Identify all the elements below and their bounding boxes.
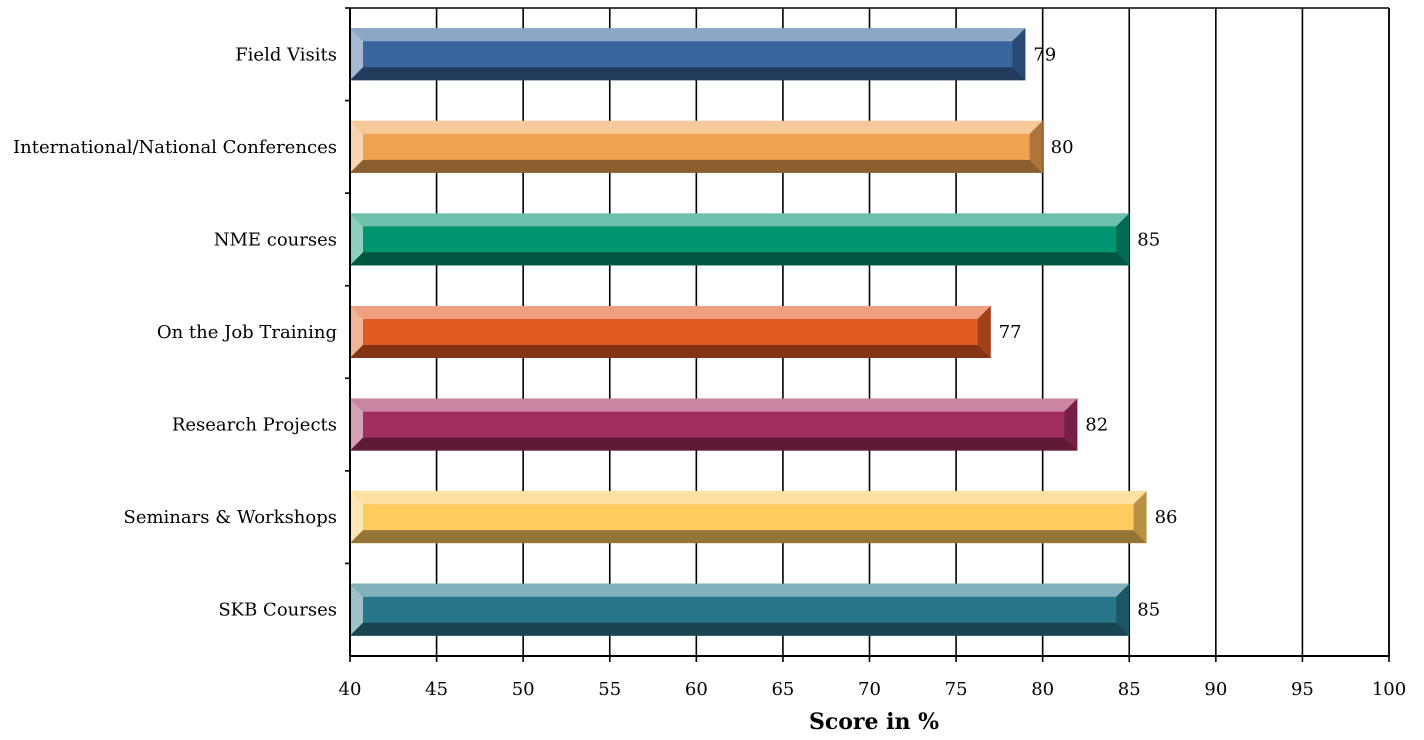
- category-label: On the Job Training: [157, 322, 337, 343]
- bar-international-national-conferences: [350, 120, 1043, 173]
- bar-bevel-bottom: [350, 530, 1147, 544]
- bar-bevel-bottom: [350, 622, 1130, 636]
- x-tick-label: 55: [598, 679, 621, 700]
- bar-bevel-top: [350, 306, 991, 319]
- x-tick-label: 70: [858, 679, 881, 700]
- x-tick-label: 40: [339, 679, 362, 700]
- bar-bevel-left: [350, 120, 363, 173]
- x-tick-label: 90: [1204, 679, 1227, 700]
- x-tick-label: 50: [512, 679, 535, 700]
- x-tick-label: 85: [1118, 679, 1141, 700]
- bar-bevel-top: [350, 213, 1130, 227]
- x-tick-label: 95: [1291, 679, 1314, 700]
- x-tick-label: 100: [1372, 679, 1406, 700]
- bar-bevel-left: [350, 398, 363, 451]
- x-tick-label: 65: [771, 679, 794, 700]
- bar-bevel-right: [977, 306, 991, 358]
- plot-frame: [349, 7, 1390, 657]
- bar-nme-courses: [350, 213, 1130, 266]
- category-label: Research Projects: [172, 415, 337, 436]
- category-label: NME courses: [214, 229, 337, 250]
- bar-bevel-right: [1012, 28, 1026, 81]
- bar-field-visits: [350, 28, 1026, 81]
- x-tick-label: 75: [945, 679, 968, 700]
- x-tick-label: 45: [425, 679, 448, 700]
- x-tick-label: 80: [1031, 679, 1054, 700]
- x-axis-title: Score in %: [809, 709, 939, 735]
- bar-on-the-job-training: [350, 306, 991, 358]
- value-label: 79: [1033, 44, 1056, 65]
- bar-bevel-top: [350, 491, 1147, 505]
- bar-bevel-bottom: [350, 67, 1026, 81]
- bar-research-projects: [350, 398, 1078, 451]
- value-label: 80: [1051, 137, 1074, 158]
- bars: [350, 28, 1147, 636]
- bar-skb-courses: [350, 583, 1130, 636]
- bar-bevel-bottom: [350, 159, 1043, 173]
- bar-bevel-bottom: [350, 437, 1078, 451]
- category-label: Seminars & Workshops: [124, 507, 338, 528]
- bar-bevel-right: [1116, 583, 1130, 636]
- bar-bevel-top: [350, 583, 1130, 597]
- bar-bevel-left: [350, 583, 363, 636]
- bar-bevel-right: [1064, 398, 1078, 451]
- value-label: 85: [1137, 600, 1160, 621]
- value-label: 82: [1085, 415, 1108, 436]
- value-label: 86: [1155, 507, 1178, 528]
- bar-bevel-left: [350, 28, 363, 81]
- bar-bevel-right: [1133, 491, 1147, 544]
- bar-bevel-bottom: [350, 252, 1130, 266]
- value-label: 85: [1137, 229, 1160, 250]
- bar-bevel-top: [350, 120, 1043, 134]
- bar-bevel-left: [350, 491, 363, 544]
- labels: 40 45 50 55 60 65 70 75 80 85 90 95 100 79 Field Visit…: [13, 44, 1406, 700]
- bar-bevel-top: [350, 398, 1078, 412]
- category-label: International/National Conferences: [13, 137, 337, 158]
- bar-seminars-workshops: [350, 491, 1147, 544]
- value-label: 77: [999, 322, 1022, 343]
- bar-bevel-right: [1029, 120, 1043, 173]
- bar-bevel-top: [350, 28, 1026, 42]
- category-label: SKB Courses: [218, 600, 337, 621]
- category-label: Field Visits: [235, 44, 337, 65]
- bar-bevel-left: [350, 306, 363, 358]
- bar-bevel-bottom: [350, 345, 991, 358]
- bar-bevel-left: [350, 213, 363, 266]
- bar-bevel-right: [1116, 213, 1130, 266]
- x-tick-label: 60: [685, 679, 708, 700]
